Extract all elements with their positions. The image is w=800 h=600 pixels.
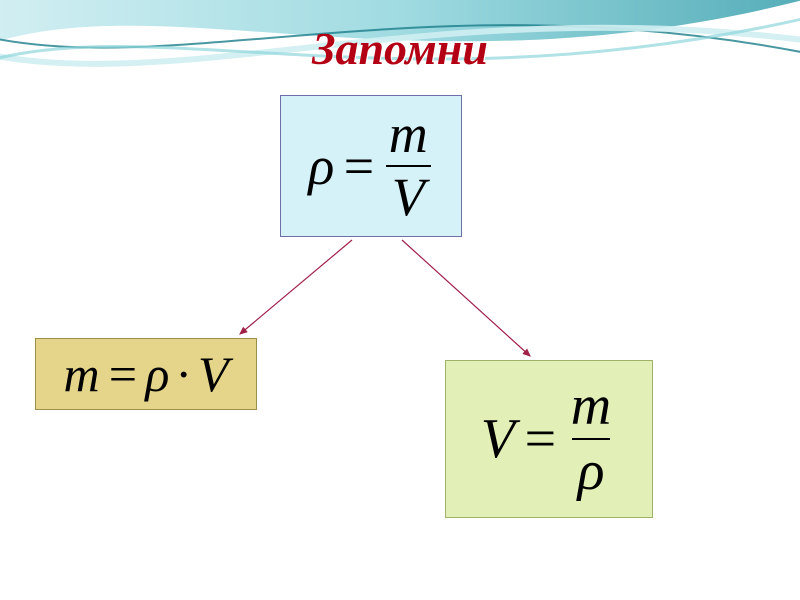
arrow-to-volume [402,240,530,356]
fraction-denominator: V [386,165,431,226]
fraction-numerator: m [565,377,617,438]
equals-sign: = [340,135,376,197]
volume-lhs: V [481,407,515,471]
formula-density: ρ = m V [308,106,433,225]
multiply-dot: · [175,345,192,403]
density-lhs: ρ [308,135,334,197]
derivation-arrows [0,0,800,600]
formula-box-mass: m = ρ · V [35,338,257,410]
page-title: Запомни [0,22,800,75]
title-text: Запомни [312,23,488,74]
formula-box-density: ρ = m V [280,95,462,237]
fraction: m ρ [565,377,617,501]
arrow-to-mass [240,240,352,334]
mass-volume: V [198,345,229,403]
fraction-denominator: ρ [572,438,611,501]
formula-box-volume: V = m ρ [445,360,653,518]
equals-sign: = [106,345,140,403]
mass-lhs: m [63,345,99,403]
fraction-numerator: m [383,106,434,165]
mass-rho: ρ [145,345,169,403]
equals-sign: = [521,407,559,471]
fraction: m V [383,106,434,225]
formula-mass: m = ρ · V [63,345,228,403]
formula-volume: V = m ρ [481,377,617,501]
